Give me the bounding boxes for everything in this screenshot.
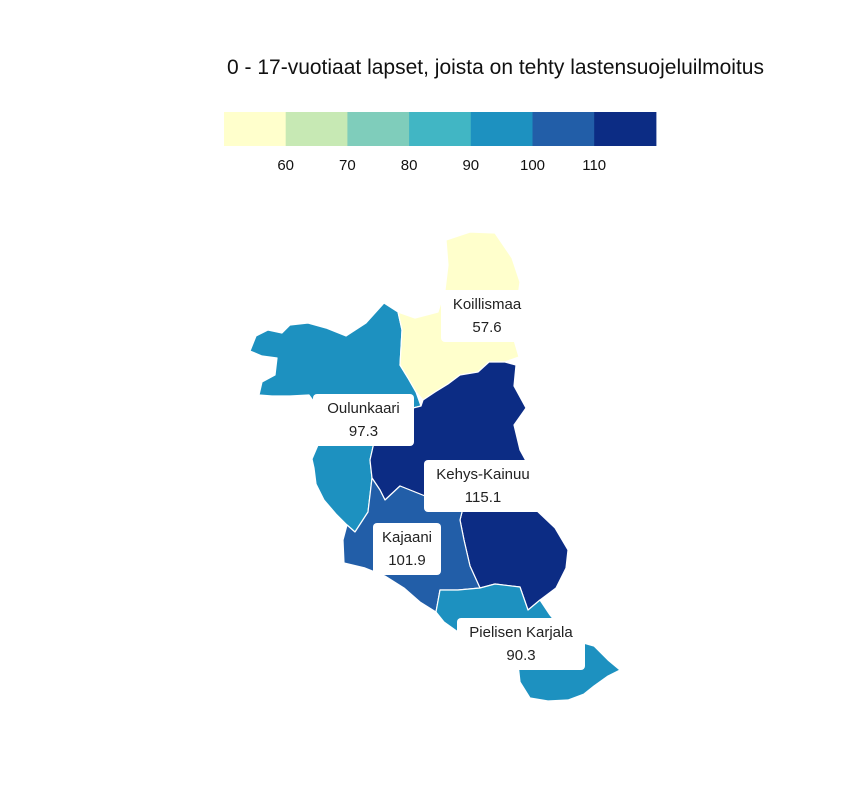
legend-ticks: 60 70 80 90 100 110 [277, 157, 606, 174]
region-name: Kajaani [381, 529, 433, 546]
legend-tick-label: 90 [462, 157, 479, 174]
region-callout: Kehys-Kainuu 115.1 [424, 460, 542, 512]
region-callout: Koillismaa 57.6 [441, 290, 533, 342]
legend-tick-label: 70 [339, 157, 356, 174]
region-callout: Pielisen Karjala 90.3 [457, 618, 585, 670]
legend-swatch [470, 112, 533, 146]
legend-swatches [224, 112, 657, 146]
legend-tick-label: 110 [582, 157, 606, 174]
color-legend: 60 70 80 90 100 110 [224, 112, 657, 174]
legend-swatch [224, 112, 287, 146]
region-value: 90.3 [506, 647, 536, 664]
legend-swatch [532, 112, 595, 146]
region-value: 101.9 [388, 552, 426, 569]
legend-tick-label: 60 [277, 157, 294, 174]
region-value: 97.3 [348, 423, 379, 440]
region-name: Kehys-Kainuu [436, 466, 530, 483]
region-value: 115.1 [464, 489, 502, 506]
region-callout: Kajaani 101.9 [373, 523, 441, 575]
region-value: 57.6 [472, 319, 502, 336]
region-name: Koillismaa [452, 296, 522, 313]
region-name: Oulunkaari [327, 400, 400, 417]
legend-swatch [347, 112, 410, 146]
legend-swatch [285, 112, 348, 146]
region-name: Pielisen Karjala [469, 624, 573, 641]
region-callout: Oulunkaari 97.3 [313, 394, 414, 446]
map-title: 0 - 17-vuotiaat lapset, joista on tehty … [227, 56, 764, 79]
legend-swatch [409, 112, 472, 146]
legend-tick-label: 80 [401, 157, 418, 174]
legend-swatch [594, 112, 657, 146]
legend-tick-label: 100 [520, 157, 545, 174]
